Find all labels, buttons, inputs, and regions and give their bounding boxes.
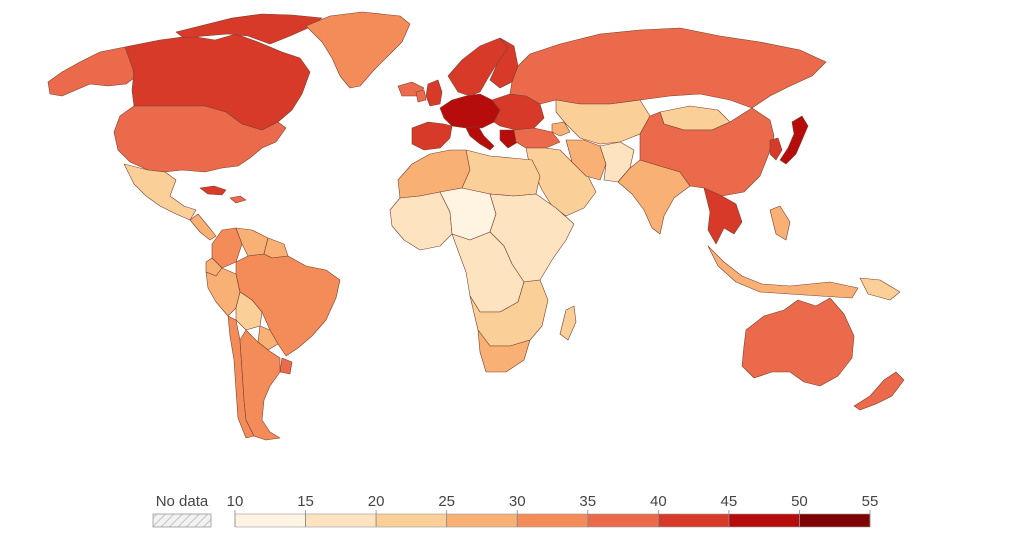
no-data-swatch — [152, 513, 212, 528]
map-regions — [47, 11, 905, 441]
region-mexico — [123, 163, 197, 221]
legend-tick-label: 30 — [509, 493, 526, 510]
legend-bin-0 — [234, 513, 306, 528]
region-guianas — [263, 237, 289, 259]
region-kazakhstan-central-asia — [555, 99, 651, 145]
no-data-label: No data — [156, 493, 209, 510]
region-iberia — [411, 121, 453, 151]
legend-bin-2 — [375, 513, 447, 528]
region-arctic-islands — [175, 13, 323, 45]
region-alaska — [47, 46, 135, 97]
region-cuba — [199, 185, 227, 196]
region-madagascar — [559, 305, 577, 341]
legend-bin-3 — [446, 513, 518, 528]
region-new-zealand — [853, 371, 905, 411]
region-united-states — [113, 105, 287, 173]
region-central-america — [189, 213, 217, 241]
legend-tick-labels: 10 15 20 25 30 35 40 45 50 55 — [227, 493, 879, 527]
region-south-africa — [477, 329, 531, 373]
region-western-europe — [439, 93, 501, 129]
region-west-africa — [389, 191, 453, 251]
region-korea — [769, 137, 783, 161]
region-finland — [489, 37, 519, 89]
region-argentina — [239, 329, 281, 441]
region-greece — [499, 129, 519, 149]
legend-bin-5 — [587, 513, 659, 528]
region-iran — [565, 139, 607, 181]
region-uruguay — [279, 357, 293, 375]
region-papua — [859, 277, 901, 301]
region-japan — [779, 115, 809, 165]
legend-bin-1 — [305, 513, 377, 528]
region-russia — [509, 27, 827, 109]
region-uk — [425, 79, 443, 107]
region-caribbean — [229, 195, 247, 204]
legend-tick-label: 35 — [579, 493, 596, 510]
legend-bin-8 — [799, 513, 871, 528]
legend-bin-6 — [658, 513, 730, 528]
region-caucasus — [551, 121, 571, 137]
legend-tick-label: 50 — [791, 493, 808, 510]
region-peru — [205, 267, 241, 317]
region-malaysia-indonesia — [707, 245, 859, 299]
legend-bin-7 — [728, 513, 800, 528]
legend-tick-label: 10 — [227, 493, 244, 510]
legend-bin-4 — [516, 513, 589, 528]
legend-tick-label: 15 — [297, 493, 314, 510]
region-turkey — [513, 127, 561, 149]
region-paraguay — [257, 325, 279, 351]
region-philippines — [769, 205, 791, 241]
legend-color-scale — [234, 513, 871, 528]
region-southeast-asia — [703, 187, 743, 245]
legend-tick-label: 45 — [721, 493, 738, 510]
legend-tick-label: 25 — [438, 493, 455, 510]
legend-tick-label: 40 — [650, 493, 667, 510]
region-ireland — [415, 89, 427, 103]
legend: No data 10 15 20 25 30 35 40 45 50 55 — [152, 493, 879, 528]
region-bolivia — [235, 291, 263, 331]
region-italy — [465, 125, 495, 151]
region-greenland — [305, 11, 411, 89]
region-australia — [741, 297, 855, 387]
legend-tick-label: 55 — [862, 493, 879, 510]
legend-tick-label: 20 — [368, 493, 385, 510]
